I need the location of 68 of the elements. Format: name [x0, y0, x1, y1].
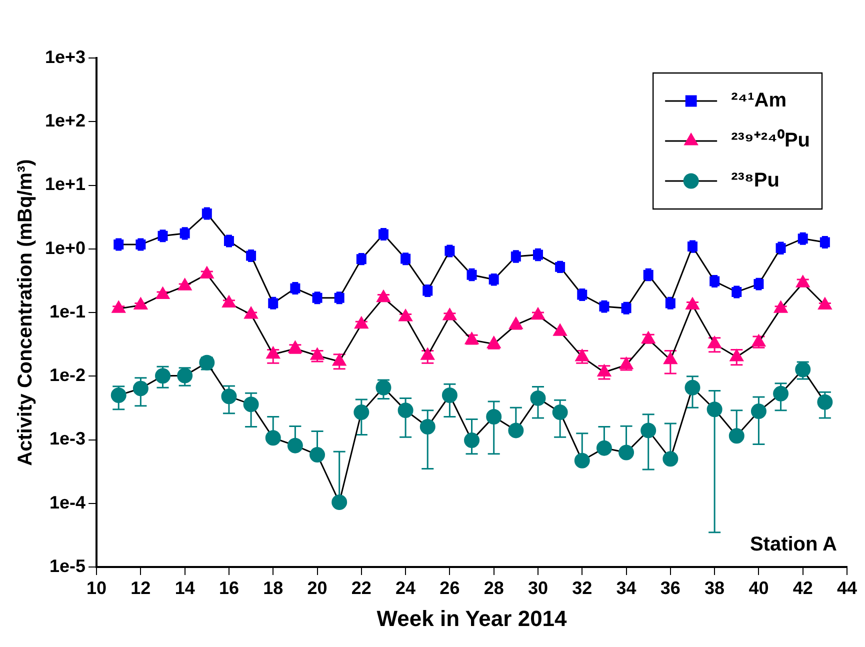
x-tick-label: 16 [218, 578, 239, 598]
point [530, 390, 546, 406]
point [486, 408, 502, 424]
x-tick-label: 36 [660, 578, 680, 598]
y-tick-label: 1e-1 [50, 301, 86, 322]
y-tick-label: 1e-4 [50, 492, 86, 512]
y-axis-title: Activity Concentration (mBq/m³) [14, 159, 37, 466]
point [728, 428, 744, 444]
x-tick-label: 30 [528, 578, 548, 598]
annotation: Station A [750, 534, 837, 556]
point [265, 430, 281, 446]
point [509, 317, 523, 330]
x-tick-label: 12 [130, 578, 151, 598]
x-tick-label: 14 [174, 578, 195, 598]
point [662, 451, 678, 467]
point [332, 494, 348, 510]
x-tick-label: 44 [836, 578, 858, 598]
point [464, 432, 480, 448]
x-tick-label: 28 [484, 578, 504, 598]
x-tick-label: 26 [440, 578, 460, 598]
x-tick-label: 32 [572, 578, 592, 598]
point [110, 388, 126, 404]
x-tick-label: 40 [748, 578, 769, 598]
point [574, 452, 590, 468]
y-tick-label: 1e-5 [50, 556, 86, 576]
point [310, 447, 326, 463]
y-tick-label: 1e+0 [44, 238, 86, 258]
point [155, 368, 171, 384]
x-tick-label: 34 [616, 578, 636, 598]
point [773, 386, 789, 402]
point [596, 440, 612, 456]
y-tick-label: 1e-2 [50, 365, 86, 386]
point [684, 380, 700, 396]
point [552, 404, 568, 420]
point [287, 438, 303, 454]
legend-label: ²⁴¹Am [731, 90, 787, 112]
x-axis-title: Week in Year 2014 [376, 606, 568, 631]
point [243, 396, 259, 412]
point [156, 287, 170, 300]
legend-label: ²³⁸Pu [731, 170, 780, 192]
x-tick-label: 24 [396, 578, 416, 598]
point [177, 368, 193, 384]
y-tick-label: 1e+3 [44, 46, 86, 67]
y-tick-label: 1e+1 [44, 174, 86, 194]
x-tick-label: 42 [792, 578, 813, 598]
point [376, 290, 390, 302]
x-tick-label: 10 [86, 578, 107, 598]
point [221, 388, 237, 404]
point [376, 380, 392, 396]
legend-label: ²³⁹⁺²⁴⁰Pu [731, 128, 810, 152]
y-tick-label: 1e+2 [44, 110, 86, 131]
point [817, 394, 833, 410]
point [442, 388, 458, 404]
point [750, 404, 766, 420]
point [398, 402, 414, 418]
x-tick-label: 22 [351, 578, 372, 598]
point [597, 364, 612, 377]
point [420, 419, 436, 435]
point [508, 422, 524, 438]
point [618, 444, 634, 460]
point [640, 422, 656, 438]
y-tick-label: 1e-3 [50, 428, 86, 449]
point [354, 404, 370, 420]
x-tick-label: 18 [263, 578, 284, 598]
x-tick-label: 20 [307, 578, 328, 598]
x-tick-label: 38 [704, 578, 725, 598]
point [706, 402, 722, 418]
point [132, 380, 148, 396]
